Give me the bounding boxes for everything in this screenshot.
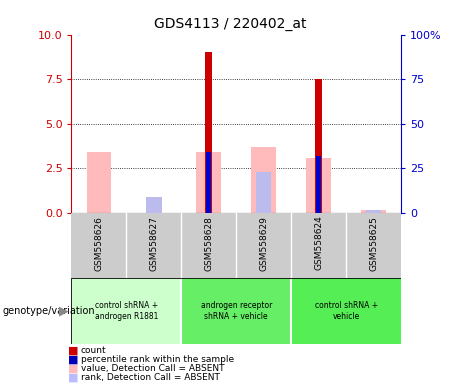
- Text: GSM558629: GSM558629: [259, 216, 268, 271]
- Bar: [315, 79, 322, 213]
- Bar: [346, 213, 401, 278]
- Text: count: count: [81, 346, 106, 355]
- Bar: [256, 172, 272, 213]
- Text: ■: ■: [68, 354, 78, 364]
- Bar: [71, 278, 181, 344]
- Bar: [366, 210, 381, 213]
- Bar: [291, 213, 346, 278]
- Text: ■: ■: [68, 364, 78, 374]
- Bar: [181, 213, 236, 278]
- Text: GSM558624: GSM558624: [314, 216, 323, 270]
- Text: value, Detection Call = ABSENT: value, Detection Call = ABSENT: [81, 364, 224, 373]
- Bar: [306, 158, 331, 213]
- Bar: [126, 213, 181, 278]
- Bar: [181, 278, 291, 344]
- Text: GSM558625: GSM558625: [369, 216, 378, 271]
- Bar: [316, 156, 321, 213]
- Bar: [87, 152, 111, 213]
- Text: ▶: ▶: [59, 305, 68, 318]
- Text: GDS4113 / 220402_at: GDS4113 / 220402_at: [154, 17, 307, 31]
- Text: ■: ■: [68, 345, 78, 355]
- Bar: [71, 213, 126, 278]
- Bar: [236, 213, 291, 278]
- Text: GSM558627: GSM558627: [149, 216, 159, 271]
- Text: androgen receptor
shRNA + vehicle: androgen receptor shRNA + vehicle: [201, 301, 272, 321]
- Bar: [251, 147, 276, 213]
- Text: percentile rank within the sample: percentile rank within the sample: [81, 355, 234, 364]
- Bar: [196, 152, 221, 213]
- Text: rank, Detection Call = ABSENT: rank, Detection Call = ABSENT: [81, 373, 219, 382]
- Text: control shRNA +
vehicle: control shRNA + vehicle: [314, 301, 378, 321]
- Bar: [207, 152, 211, 213]
- Text: genotype/variation: genotype/variation: [2, 306, 95, 316]
- Text: GSM558628: GSM558628: [204, 216, 213, 271]
- Text: GSM558626: GSM558626: [95, 216, 103, 271]
- Text: ■: ■: [68, 373, 78, 383]
- Bar: [146, 197, 161, 213]
- Bar: [361, 210, 386, 213]
- Text: control shRNA +
androgen R1881: control shRNA + androgen R1881: [95, 301, 158, 321]
- Bar: [291, 278, 401, 344]
- Bar: [206, 53, 212, 213]
